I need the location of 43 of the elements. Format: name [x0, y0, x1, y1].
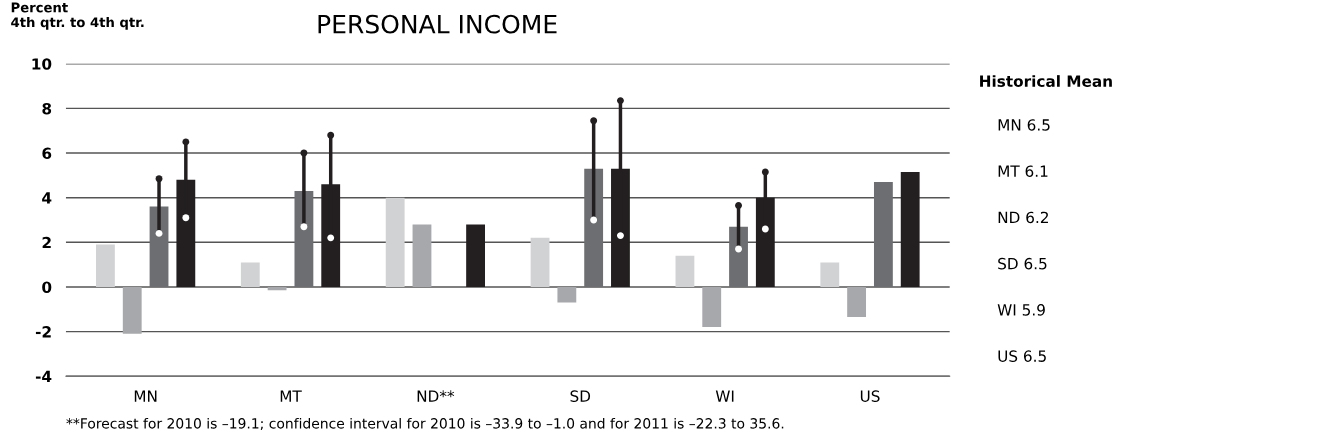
bar [294, 190, 314, 287]
x-tick-label: MT [280, 390, 302, 402]
text: WI 5.9 [997, 304, 1045, 316]
text: US 6.5 [998, 350, 1046, 362]
bar [900, 172, 920, 287]
bar [847, 286, 867, 318]
x-tick-label: US [860, 390, 880, 402]
text: Historical Mean [980, 75, 1112, 87]
y-tick-label: 2 [42, 236, 51, 249]
bar [122, 286, 142, 334]
bar [729, 226, 748, 287]
text: **Forecast for 2010 is –19.1; confidence interval for 2010 is –33.9 to –1.0 and for 2011 is –22.3 to 35.6. [66, 417, 784, 431]
bar [96, 244, 115, 287]
x-tick-label: ND** [417, 390, 455, 402]
text: MT 6.1 [998, 165, 1048, 177]
y-tick-label: 10 [32, 58, 52, 70]
bar [675, 255, 695, 287]
x-tick-label: WI [715, 390, 734, 402]
chart-title: PERSONAL INCOME [318, 14, 557, 34]
y-tick-label: 6 [42, 147, 52, 160]
bar [149, 206, 169, 287]
y-tick-label: 0 [42, 281, 52, 293]
x-tick-label: MN [134, 390, 157, 402]
text: MN 6.5 [998, 119, 1050, 131]
bar [873, 182, 893, 287]
bar [385, 197, 405, 287]
bar [557, 286, 577, 303]
bar [584, 168, 604, 287]
text: SD 6.5 [998, 257, 1047, 270]
x-tick-label: SD [570, 390, 591, 402]
bar [240, 262, 260, 287]
bar [466, 224, 485, 287]
y-tick-label: -4 [35, 370, 52, 382]
y-tick-label: 4 [42, 192, 52, 204]
y-tick-label: -2 [35, 326, 51, 338]
bar [530, 237, 550, 287]
bar [702, 286, 722, 328]
text: ND 6.2 [998, 211, 1048, 224]
y-axis-title: Percent 4th qtr. to 4th qtr. [11, 2, 144, 30]
bar [820, 262, 840, 287]
bar [412, 224, 432, 287]
y-tick-label: 8 [42, 102, 52, 115]
bar [267, 286, 287, 291]
